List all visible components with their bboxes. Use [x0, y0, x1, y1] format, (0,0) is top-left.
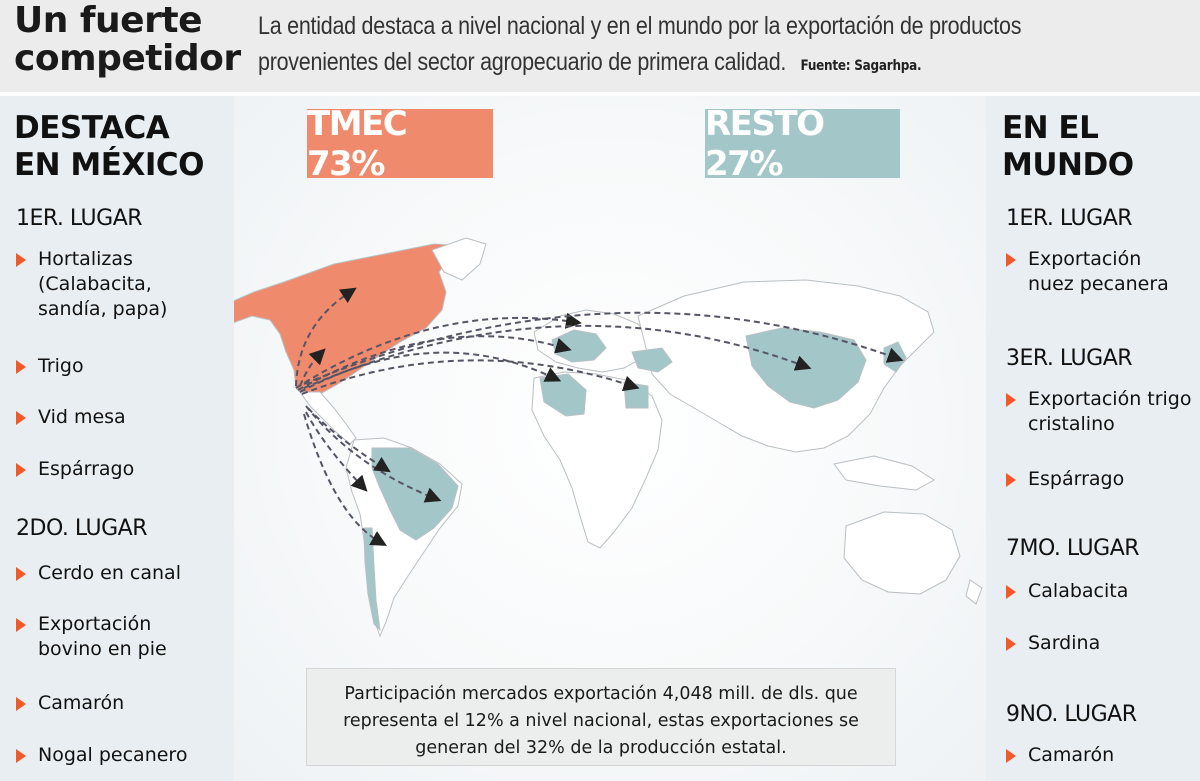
arrow-bullet-icon [16, 411, 26, 425]
tmec-tag: TMEC 73% [307, 104, 493, 184]
greenland-shape [431, 237, 487, 281]
list-item-label: Camarón [38, 692, 125, 714]
list-item: Exportación bovino en pie [16, 612, 186, 662]
list-item-label: Camarón [1028, 744, 1115, 766]
left-rank-2: 2DO. LUGAR [16, 516, 148, 541]
list-item: Exportación nuez pecanera [1006, 247, 1186, 297]
north-america-shape [234, 243, 471, 397]
world-map-panel: TMEC 73% RESTO 27% Participación mercado… [234, 96, 986, 781]
list-item: Cerdo en canal [16, 561, 181, 586]
list-item: Exportación trigo cristalino [1006, 387, 1196, 437]
list-item: Vid mesa [16, 405, 126, 430]
left-column-title: DESTACA EN MÉXICO [14, 110, 204, 183]
right-rank-7: 7MO. LUGAR [1006, 536, 1140, 561]
arrow-bullet-icon [1006, 749, 1016, 763]
africa-shape [531, 371, 663, 549]
right-rank-3: 3ER. LUGAR [1006, 346, 1133, 371]
list-item: Espárrago [1006, 467, 1124, 492]
list-item: Camarón [1006, 743, 1114, 768]
list-item-label: Nogal pecanero [38, 744, 188, 766]
left-rank-1: 1ER. LUGAR [16, 206, 143, 231]
list-item: Nogal pecanero [16, 743, 187, 768]
arrow-bullet-icon [1006, 393, 1016, 407]
arrow-bullet-icon [1006, 473, 1016, 487]
resto-tag: RESTO 27% [705, 104, 900, 184]
list-item-label: Vid mesa [38, 406, 126, 428]
list-item-label: Calabacita [1028, 580, 1129, 602]
australia-shape [843, 511, 961, 595]
arrow-bullet-icon [16, 253, 26, 267]
list-item: Calabacita [1006, 579, 1128, 604]
list-item-label: Cerdo en canal [38, 562, 181, 584]
arrow-bullet-icon [16, 749, 26, 763]
right-rank-1: 1ER. LUGAR [1006, 206, 1133, 231]
arrow-bullet-icon [1006, 637, 1016, 651]
list-item-label: Hortalizas (Calabacita, sandía, papa) [38, 248, 168, 320]
header: Un fuerte competidor La entidad destaca … [0, 0, 1200, 92]
list-item: Trigo [16, 354, 84, 379]
list-item: Camarón [16, 691, 124, 716]
europe-partners-shape [551, 329, 607, 363]
header-description-text: La entidad destaca a nivel nacional y en… [258, 12, 1022, 76]
arrow-bullet-icon [16, 618, 26, 632]
list-item-label: Exportación bovino en pie [38, 613, 167, 660]
header-source: Fuente: Sagarhpa. [800, 58, 922, 74]
trade-routes [295, 287, 904, 546]
list-item: Espárrago [16, 457, 134, 482]
header-description: La entidad destaca a nivel nacional y en… [258, 8, 1058, 84]
new-zealand-shape [965, 579, 983, 605]
world-map [234, 237, 983, 638]
right-column-title: EN EL MUNDO [1002, 110, 1134, 183]
list-item-label: Espárrago [38, 458, 135, 480]
north-africa-partners-shape [539, 373, 587, 417]
list-item: Sardina [1006, 631, 1100, 656]
south-america-partners-shape [371, 447, 459, 541]
arrow-bullet-icon [16, 463, 26, 477]
list-item-label: Sardina [1028, 632, 1101, 654]
info-box: Participación mercados exportación 4,048… [306, 668, 896, 766]
arrow-bullet-icon [1006, 253, 1016, 267]
egypt-shape [623, 381, 649, 409]
arrow-bullet-icon [16, 360, 26, 374]
se-asia-islands-shape [833, 455, 935, 491]
arrow-bullet-icon [16, 697, 26, 711]
arrow-bullet-icon [1006, 585, 1016, 599]
header-title: Un fuerte competidor [14, 0, 241, 79]
left-column: DESTACA EN MÉXICO 1ER. LUGAR Hortalizas … [0, 96, 234, 781]
list-item-label: Trigo [38, 355, 84, 377]
list-item-label: Exportación trigo cristalino [1028, 388, 1192, 435]
arrow-bullet-icon [16, 567, 26, 581]
list-item: Hortalizas (Calabacita, sandía, papa) [16, 247, 216, 322]
right-rank-9: 9NO. LUGAR [1006, 702, 1137, 727]
middle-east-partner-shape [631, 347, 673, 373]
list-item-label: Exportación nuez pecanera [1028, 248, 1169, 295]
right-column: EN EL MUNDO 1ER. LUGAR Exportación nuez … [986, 96, 1200, 781]
central-america-shape [299, 391, 357, 445]
list-item-label: Espárrago [1028, 468, 1125, 490]
